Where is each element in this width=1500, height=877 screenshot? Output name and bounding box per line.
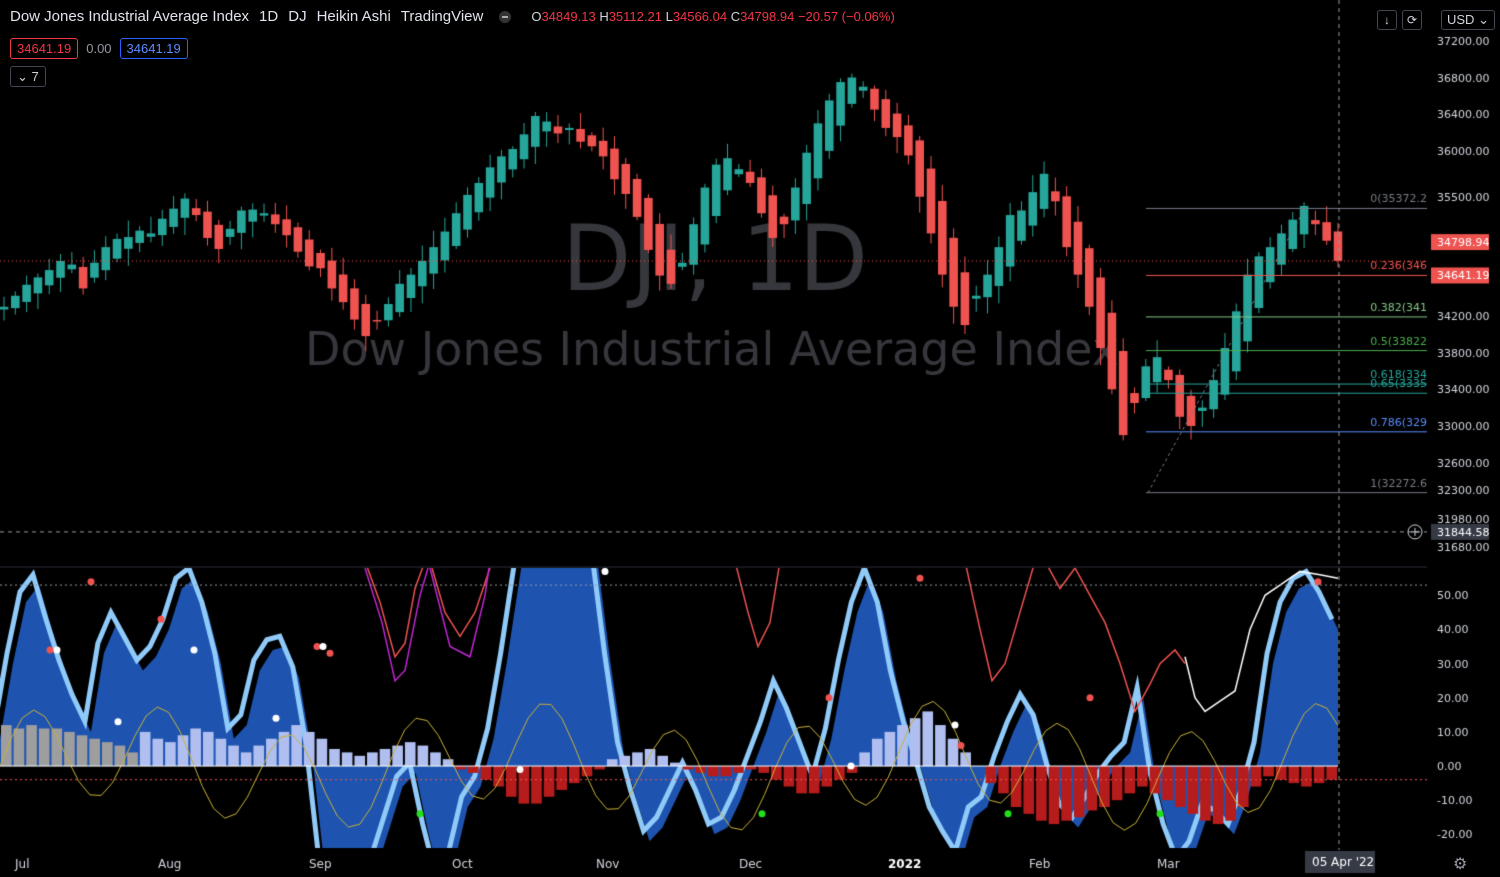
close-value: 34798.94	[740, 9, 795, 24]
open-value: 34849.13	[541, 9, 596, 24]
source-label: TradingView	[400, 8, 484, 25]
change-value: −20.57 (−0.06%)	[797, 9, 895, 24]
low-value: 34566.04	[672, 9, 728, 24]
indicators-count: ⌄ 7	[10, 66, 46, 87]
chevron-down-icon: ⌄	[17, 69, 32, 84]
interval-label[interactable]: 1D	[259, 8, 279, 25]
legend-row: 34641.19 0.00 34641.19	[10, 38, 188, 59]
currency-select[interactable]: USD ⌄	[1441, 10, 1495, 30]
indicators-toggle[interactable]: ⌄ 7	[10, 66, 46, 87]
refresh-icon[interactable]: ⟳	[1402, 10, 1422, 30]
exchange-label: DJ	[288, 8, 307, 25]
gear-icon[interactable]: ⚙	[1453, 856, 1468, 873]
ohlc-readout: O34849.13 H35112.21 L34566.04 C34798.94 …	[531, 9, 895, 24]
high-value: 35112.21	[608, 9, 662, 24]
bid-box[interactable]: 34641.19	[10, 38, 79, 59]
collapse-icon[interactable]	[499, 10, 512, 23]
symbol-title[interactable]: Dow Jones Industrial Average Index	[10, 8, 250, 25]
ask-box[interactable]: 34641.19	[119, 38, 188, 59]
chart-header: Dow Jones Industrial Average Index 1D DJ…	[10, 8, 895, 25]
download-icon[interactable]: ↓	[1377, 10, 1397, 30]
chart-style-label[interactable]: Heikin Ashi	[316, 8, 391, 25]
spread-value: 0.00	[86, 41, 112, 56]
